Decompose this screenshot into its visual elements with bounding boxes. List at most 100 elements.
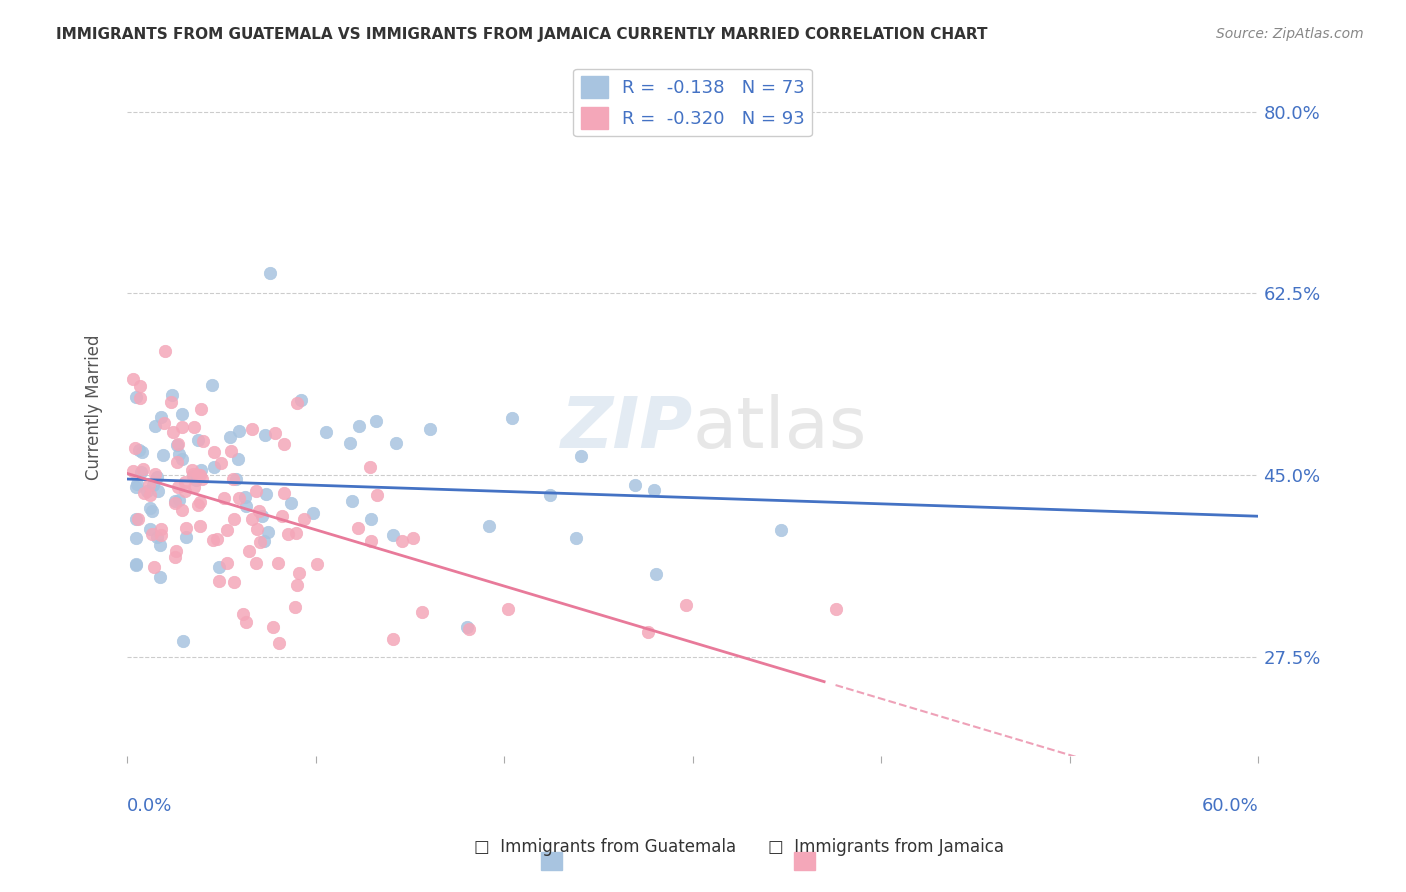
Point [128,391,150,405]
Point [253,534,276,549]
Point [191,434,214,449]
Point [152,416,174,430]
Point [188,495,211,509]
Point [259,266,281,280]
Point [153,344,176,359]
Point [183,420,205,434]
Point [125,480,148,494]
Point [769,524,792,538]
Point [246,522,269,536]
Point [271,509,294,524]
Point [347,419,370,434]
Point [163,496,186,510]
Point [172,420,194,434]
Point [290,393,312,408]
Point [624,478,647,492]
Point [225,472,247,486]
Point [135,483,157,498]
Point [125,390,148,404]
Point [166,437,188,451]
Point [307,557,329,571]
Point [174,530,197,544]
Point [167,480,190,494]
Point [253,428,276,442]
Point [269,636,291,650]
Point [478,519,501,533]
Point [215,556,238,570]
Point [456,620,478,634]
Point [167,447,190,461]
Point [360,511,382,525]
Point [170,407,193,421]
Point [149,522,172,536]
Point [564,531,586,545]
Point [149,409,172,424]
Point [129,466,152,480]
Point [267,556,290,570]
Text: □  Immigrants from Guatemala: □ Immigrants from Guatemala [474,838,735,856]
Point [127,512,149,526]
Point [366,488,388,502]
Point [166,438,188,452]
Point [132,462,155,476]
Point [174,483,197,498]
Point [232,607,254,621]
Point [411,606,433,620]
Point [132,486,155,500]
Point [141,478,163,492]
Point [257,524,280,539]
Point [167,492,190,507]
Point [222,472,245,486]
Point [187,498,209,512]
Point [183,468,205,483]
Point [264,425,287,440]
Point [402,532,425,546]
Point [146,483,169,498]
Point [131,444,153,458]
Point [381,632,404,646]
Point [385,435,408,450]
Point [247,504,270,518]
Point [143,419,166,434]
Point [212,491,235,506]
Point [152,448,174,462]
Point [129,379,152,393]
Point [280,496,302,510]
Point [188,518,211,533]
Point [208,559,231,574]
Point [643,483,665,497]
Point [273,485,295,500]
Text: IMMIGRANTS FROM GUATEMALA VS IMMIGRANTS FROM JAMAICA CURRENTLY MARRIED CORRELATI: IMMIGRANTS FROM GUATEMALA VS IMMIGRANTS … [56,27,988,42]
Point [163,494,186,508]
Text: Source: ZipAtlas.com: Source: ZipAtlas.com [1216,27,1364,41]
Point [285,396,308,410]
Point [142,560,165,574]
Point [202,533,225,547]
Point [172,503,194,517]
Point [262,620,284,634]
Point [121,464,143,478]
Point [217,523,239,537]
Point [233,490,256,504]
Point [284,599,307,614]
Point [644,567,666,582]
Point [138,522,160,536]
Point [340,494,363,508]
Point [202,444,225,458]
Point [124,441,146,455]
Point [170,451,193,466]
Point [146,530,169,544]
Point [292,511,315,525]
Point [141,527,163,541]
Point [501,410,523,425]
Point [235,615,257,629]
Point [139,500,162,515]
Point [240,422,263,436]
Point [181,463,204,477]
Point [235,499,257,513]
Point [125,512,148,526]
Point [139,488,162,502]
Point [496,602,519,616]
Point [150,528,173,542]
Point [228,491,250,505]
